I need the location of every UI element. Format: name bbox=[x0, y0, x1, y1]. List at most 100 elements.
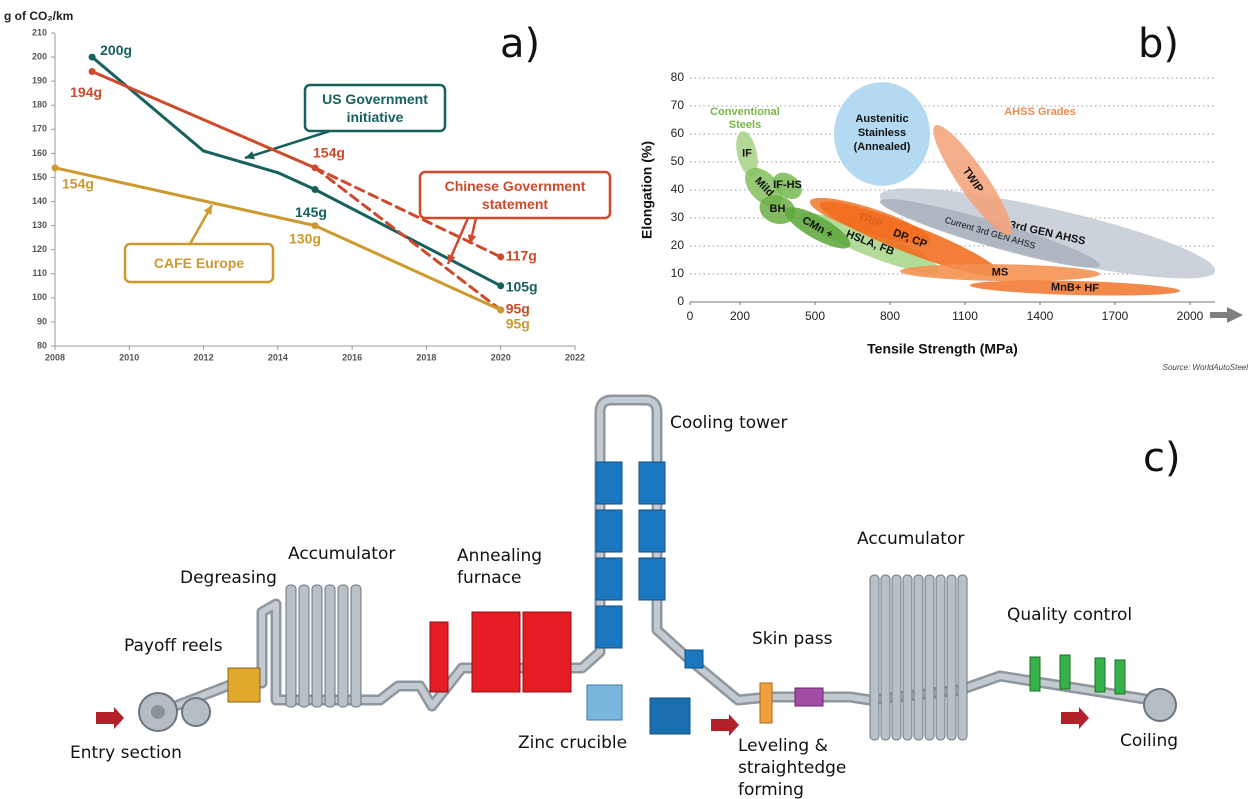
accumulator-loop bbox=[902, 574, 913, 741]
y-tick-label: 200 bbox=[32, 51, 47, 61]
property-region bbox=[759, 195, 796, 225]
y-tick-label: 150 bbox=[32, 172, 47, 182]
coiler bbox=[1143, 688, 1177, 722]
y-tick-label: 80 bbox=[671, 70, 685, 84]
accumulator-loop bbox=[913, 574, 924, 741]
x-tick-label: 2016 bbox=[342, 352, 362, 362]
x-tick-label: 800 bbox=[880, 309, 900, 323]
line-segment bbox=[202, 149, 280, 175]
property-region bbox=[773, 172, 802, 199]
payoff-reel-core bbox=[151, 705, 165, 719]
accumulator-loop bbox=[324, 584, 336, 708]
y-tick-label: 180 bbox=[32, 100, 47, 110]
accumulator-loop bbox=[946, 574, 957, 741]
property-region bbox=[899, 264, 1101, 282]
y-tick-label: 170 bbox=[32, 124, 47, 134]
y-tick-label: 80 bbox=[37, 340, 47, 350]
process-label: Accumulator bbox=[288, 544, 396, 564]
point-marker bbox=[88, 68, 96, 76]
x-tick-label: 2000 bbox=[1177, 309, 1204, 323]
accumulator-loop bbox=[311, 584, 323, 708]
callout-text-box: CAFE Europe bbox=[154, 255, 244, 271]
callout-arrowhead bbox=[447, 254, 456, 264]
y-tick-label: 110 bbox=[32, 268, 47, 278]
process-label-box: Quality control bbox=[1007, 605, 1132, 625]
callout-text: Chinese Government statement bbox=[444, 177, 586, 212]
value-label: 95g bbox=[506, 316, 530, 332]
process-label: Cooling tower bbox=[670, 413, 788, 433]
process-label-box: Accumulator bbox=[288, 544, 396, 564]
x-axis-label: Tensile Strength (MPa) bbox=[867, 341, 1018, 357]
y-axis-label: g of CO₂/km bbox=[4, 9, 73, 23]
y-tick-label: 90 bbox=[37, 316, 47, 326]
qc-gauge bbox=[1114, 659, 1126, 695]
region-label: IF-HS bbox=[773, 178, 802, 191]
callout-arrowhead bbox=[245, 151, 255, 160]
qc-gauge bbox=[1059, 654, 1071, 690]
x-tick-label: 1100 bbox=[952, 309, 978, 323]
process-label-box: Coiling bbox=[1120, 731, 1179, 751]
cooling-box bbox=[595, 557, 623, 601]
callout-arrowhead bbox=[203, 205, 212, 215]
accumulator-loop bbox=[298, 584, 310, 708]
process-label-box: Leveling & straightedge forming bbox=[738, 736, 846, 799]
y-axis-label: Elongation (%) bbox=[639, 141, 655, 239]
point-marker bbox=[497, 253, 505, 261]
group-label: Conventional Steels bbox=[710, 106, 780, 131]
leveler bbox=[759, 682, 773, 724]
line-segment bbox=[313, 188, 503, 288]
process-label: Degreasing bbox=[180, 568, 277, 588]
x-tick-label: 0 bbox=[687, 309, 694, 323]
line-segment bbox=[53, 166, 317, 228]
y-tick-label: 20 bbox=[671, 238, 685, 252]
x-tick-label: 2020 bbox=[491, 352, 511, 362]
property-region bbox=[834, 82, 930, 186]
cooling-box bbox=[638, 509, 666, 553]
process-label: Coiling bbox=[1120, 731, 1179, 751]
y-tick-label: 30 bbox=[671, 210, 685, 224]
callout-arrowhead bbox=[467, 234, 477, 244]
panel-label: c) bbox=[1143, 435, 1181, 481]
value-label: 95g bbox=[506, 301, 530, 317]
line-segment bbox=[313, 224, 503, 312]
panel-label: b) bbox=[1138, 21, 1179, 67]
cooling-box bbox=[595, 461, 623, 505]
process-label-box: Degreasing bbox=[180, 568, 277, 588]
y-tick-label: 190 bbox=[32, 76, 47, 86]
region-label-box: IF-HS bbox=[773, 178, 802, 191]
x-tick-label: 2018 bbox=[416, 352, 436, 362]
callout-text: US Government initiative bbox=[322, 90, 428, 125]
point-marker bbox=[497, 282, 505, 290]
property-region bbox=[879, 188, 1216, 279]
x-tick-label: 2008 bbox=[45, 352, 65, 362]
y-tick-label: 0 bbox=[677, 294, 684, 308]
region-label: IF bbox=[742, 148, 752, 160]
property-region bbox=[969, 280, 1181, 296]
process-label: Skin pass bbox=[752, 629, 833, 649]
annealing-furnace bbox=[429, 611, 572, 693]
furnace-box bbox=[429, 621, 449, 693]
group-label-box: AHSS Grades bbox=[1004, 106, 1076, 118]
x-tick-label: 2012 bbox=[194, 352, 214, 362]
region-label: BH bbox=[769, 202, 786, 215]
zinc-crucible bbox=[586, 684, 623, 721]
process-label-box: Accumulator bbox=[857, 529, 965, 549]
accumulator-loop bbox=[957, 574, 968, 741]
callout-arrow bbox=[244, 129, 331, 160]
value-label: 117g bbox=[506, 248, 537, 264]
x-tick-label: 1400 bbox=[1027, 309, 1054, 323]
point-marker bbox=[497, 306, 505, 314]
accumulator-loop bbox=[891, 574, 902, 741]
process-label: Accumulator bbox=[857, 529, 965, 549]
y-tick-label: 210 bbox=[32, 27, 47, 37]
region-label-box: Austenitic Stainless (Annealed) bbox=[854, 113, 911, 153]
region-label: MnB+ HF bbox=[1051, 281, 1100, 294]
callout-frame bbox=[418, 170, 612, 220]
y-tick-label: 70 bbox=[671, 98, 685, 112]
y-tick-label: 40 bbox=[671, 182, 685, 196]
group-label: AHSS Grades bbox=[1004, 106, 1076, 118]
line-segment bbox=[276, 171, 317, 191]
y-tick-label: 60 bbox=[671, 126, 685, 140]
x-tick-label: 2014 bbox=[268, 352, 288, 362]
cooling-box bbox=[595, 509, 623, 553]
